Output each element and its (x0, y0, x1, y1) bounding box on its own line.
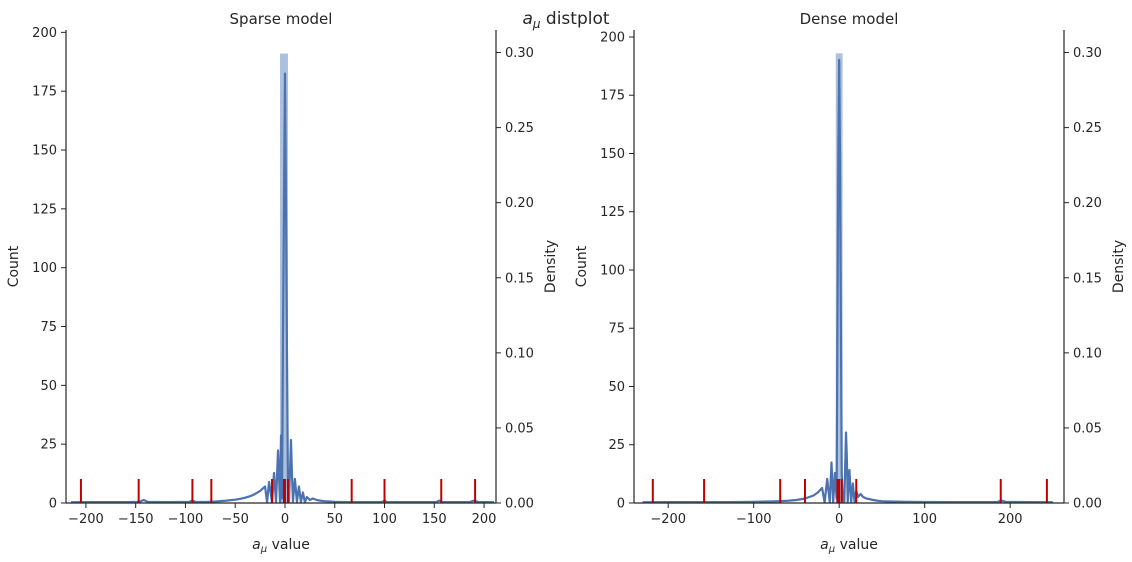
dense-count-tick-label: 125 (600, 205, 625, 220)
dense-x-label-symbol: a (820, 537, 829, 553)
dense-density-axis-label: Density (1111, 240, 1127, 293)
sparse-density-tick-label: 0.15 (505, 271, 534, 286)
dense-density-tick-label: 0.10 (1073, 346, 1102, 361)
sparse-x-tick-label: 50 (326, 512, 343, 527)
dense-histogram-bar (835, 53, 843, 504)
sparse-count-tick-label: 50 (40, 379, 57, 394)
dense-title: Dense model (800, 10, 899, 28)
sparse-x-tick-label: 150 (422, 512, 447, 527)
sparse-x-axis-label: aμ value (252, 537, 310, 555)
dense-kde-line (642, 58, 1053, 504)
dense-x-tick-label: 200 (998, 512, 1023, 527)
sparse-x-tick-label: −50 (221, 512, 248, 527)
dense-count-tick-label: 150 (600, 147, 625, 162)
sparse-x-tick-label: −200 (68, 512, 104, 527)
sparse-density-axis-label: Density (543, 240, 559, 293)
sparse-model-panel: −200 −150 −100 −50 0 50 100 150 200 0 25 50 75 100 125… (6, 10, 559, 555)
dense-count-axis-label: Count (574, 245, 590, 287)
sparse-count-tick-label: 75 (40, 320, 57, 335)
sparse-density-tick-label: 0.00 (505, 497, 534, 512)
dense-density-tick-label: 0.00 (1073, 497, 1102, 512)
dense-x-label-text: value (835, 537, 878, 553)
dense-count-tick-label: 100 (600, 263, 625, 278)
sparse-count-tick-label: 100 (32, 261, 57, 276)
dense-density-tick-label: 0.05 (1073, 421, 1102, 436)
sparse-density-tick-label: 0.20 (505, 196, 534, 211)
dense-x-tick-label: −200 (650, 512, 686, 527)
figure-suptitle: aμ distplot (522, 9, 609, 31)
sparse-density-tick-label: 0.05 (505, 421, 534, 436)
dense-count-tick-label: 0 (617, 497, 625, 512)
dense-x-tick-label: 0 (835, 512, 843, 527)
sparse-count-tick-label: 125 (32, 202, 57, 217)
sparse-count-tick-label: 0 (49, 497, 57, 512)
sparse-count-tick-label: 25 (40, 438, 57, 453)
sparse-count-axis-label: Count (6, 245, 22, 287)
dense-x-axis-label: aμ value (820, 537, 878, 555)
sparse-x-tick-label: −100 (168, 512, 204, 527)
dense-count-tick-label: 175 (600, 89, 625, 104)
dense-x-label-subscript: μ (828, 544, 835, 555)
sparse-x-tick-label: 0 (281, 512, 289, 527)
sparse-x-label-text: value (267, 537, 310, 553)
sparse-density-tick-label: 0.10 (505, 346, 534, 361)
sparse-density-tick-label: 0.25 (505, 121, 534, 136)
sparse-count-tick-label: 200 (32, 26, 57, 41)
dense-model-panel: −200 −100 0 100 200 0 25 50 75 100 125 150 175 200 0.0… (574, 10, 1127, 555)
dense-count-tick-label: 50 (608, 380, 625, 395)
sparse-x-tick-label: 100 (372, 512, 397, 527)
dense-x-tick-label: 100 (912, 512, 937, 527)
dense-x-tick-label: −100 (736, 512, 772, 527)
sparse-count-tick-label: 150 (32, 144, 57, 159)
dense-density-tick-label: 0.25 (1073, 121, 1102, 136)
sparse-x-label-subscript: μ (260, 544, 267, 555)
sparse-x-tick-label: −150 (118, 512, 154, 527)
sparse-density-tick-label: 0.30 (505, 46, 534, 61)
dense-density-tick-label: 0.30 (1073, 46, 1102, 61)
sparse-title: Sparse model (230, 10, 333, 28)
dense-count-tick-label: 200 (600, 30, 625, 45)
dense-density-tick-label: 0.20 (1073, 196, 1102, 211)
dense-count-tick-label: 75 (608, 322, 625, 337)
sparse-x-label-symbol: a (252, 537, 261, 553)
sparse-count-tick-label: 175 (32, 85, 57, 100)
dense-count-tick-label: 25 (608, 438, 625, 453)
sparse-x-tick-label: 200 (472, 512, 497, 527)
dense-density-tick-label: 0.15 (1073, 271, 1102, 286)
